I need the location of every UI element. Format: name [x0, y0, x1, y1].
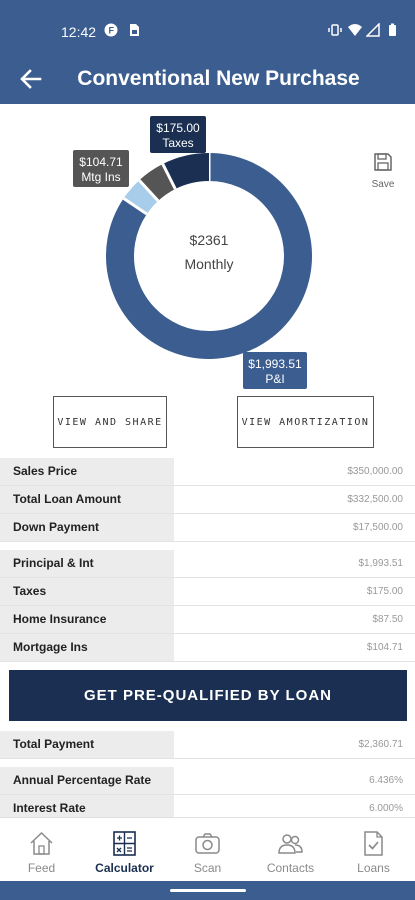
callout-value: $104.71 [79, 155, 123, 169]
save-label: Save [371, 179, 395, 190]
camera-icon [195, 833, 220, 854]
home-handle[interactable] [170, 889, 246, 892]
donut-slice-home-insurance [123, 180, 159, 215]
tab-feed[interactable]: Feed [0, 818, 83, 882]
row-key: Total Payment [0, 731, 174, 758]
chart-center-value: $2361 [190, 232, 229, 248]
callout-box [73, 150, 129, 187]
callout-value: $175.00 [156, 121, 200, 135]
row-key: Total Loan Amount [0, 486, 174, 513]
tab-label: Loans [357, 861, 390, 875]
row-key: Sales Price [0, 458, 174, 485]
tab-contacts[interactable]: Contacts [249, 818, 332, 882]
back-arrow-icon[interactable] [18, 66, 44, 92]
get-pre-qualified-button[interactable]: GET PRE-QUALIFIED BY LOAN [9, 670, 407, 721]
svg-text:F: F [109, 26, 115, 36]
donut-slice-taxes [162, 153, 210, 190]
tab-scan[interactable]: Scan [166, 818, 249, 882]
vibrate-icon [328, 24, 342, 36]
row-value: $332,500.00 [347, 494, 403, 505]
row-value: $104.71 [366, 642, 403, 653]
callout-box [243, 352, 307, 389]
row-value: $87.50 [372, 614, 403, 625]
row-value: $350,000.00 [347, 466, 403, 477]
row-value: 6.000% [369, 803, 403, 814]
chart-center-label: Monthly [184, 256, 233, 272]
cell-signal-icon [366, 23, 380, 37]
donut-separator [161, 163, 177, 190]
row-mortgage-ins: Mortgage Ins $104.71 [0, 634, 415, 662]
tab-label: Scan [193, 861, 222, 875]
bottom-tab-bar: Feed Calculator Scan Contacts Loans [0, 817, 415, 881]
row-key: Home Insurance [0, 606, 174, 633]
row-key: Principal & Int [0, 550, 174, 577]
row-value: $2,360.71 [358, 739, 404, 750]
row-home-insurance: Home Insurance $87.50 [0, 606, 415, 634]
callout-label: P&I [265, 372, 284, 386]
row-annual-percentage-rate: Annual Percentage Rate 6.436% [0, 767, 415, 795]
callout-principal-interest: $1,993.51P&I [243, 352, 307, 389]
app-bar: Conventional New Purchase [0, 58, 415, 104]
save-button[interactable]: Save [366, 152, 400, 190]
callout-label: Taxes [162, 136, 193, 150]
tab-label: Contacts [266, 861, 315, 875]
row-value: $175.00 [366, 586, 403, 597]
floppy-disk-icon [374, 153, 392, 171]
callout-box [150, 116, 206, 153]
document-check-icon [364, 831, 383, 856]
row-key: Taxes [0, 578, 174, 605]
row-value: 6.436% [369, 775, 403, 786]
callout-label: Mtg Ins [81, 170, 120, 184]
status-time: 12:42 [61, 24, 97, 40]
battery-icon [389, 23, 396, 36]
row-total-loan-amount: Total Loan Amount $332,500.00 [0, 486, 415, 514]
system-nav-bar [0, 881, 415, 900]
row-total-payment: Total Payment $2,360.71 [0, 731, 415, 759]
row-key: Down Payment [0, 514, 174, 541]
row-taxes: Taxes $175.00 [0, 578, 415, 606]
status-bar: 12:42 F [0, 0, 415, 58]
home-icon [30, 831, 53, 855]
wifi-icon [348, 24, 362, 36]
donut-separator [122, 197, 148, 216]
donut-slice-principal-interest [106, 153, 312, 359]
view-and-share-button[interactable]: VIEW AND SHARE [53, 396, 167, 448]
donut-slice-mortgage-insurance [139, 163, 176, 202]
row-value: $1,993.51 [358, 558, 404, 569]
row-down-payment: Down Payment $17,500.00 [0, 514, 415, 542]
tab-calculator[interactable]: Calculator [83, 818, 166, 882]
tab-label: Calculator [95, 861, 154, 875]
row-value: $17,500.00 [352, 522, 403, 533]
tab-label: Feed [27, 861, 56, 875]
callout-value: $1,993.51 [248, 357, 302, 371]
donut-separator [138, 179, 160, 202]
sim-card-icon [130, 24, 139, 36]
calculator-icon [113, 831, 136, 856]
row-principal-int: Principal & Int $1,993.51 [0, 550, 415, 578]
page-title: Conventional New Purchase [77, 67, 360, 90]
row-key: Mortgage Ins [0, 634, 174, 661]
view-amortization-button[interactable]: VIEW AMORTIZATION [237, 396, 374, 448]
tab-loans[interactable]: Loans [332, 818, 415, 882]
row-sales-price: Sales Price $350,000.00 [0, 458, 415, 486]
contacts-icon [278, 834, 303, 854]
app-notification-icon: F [104, 23, 118, 37]
row-key: Annual Percentage Rate [0, 767, 174, 794]
